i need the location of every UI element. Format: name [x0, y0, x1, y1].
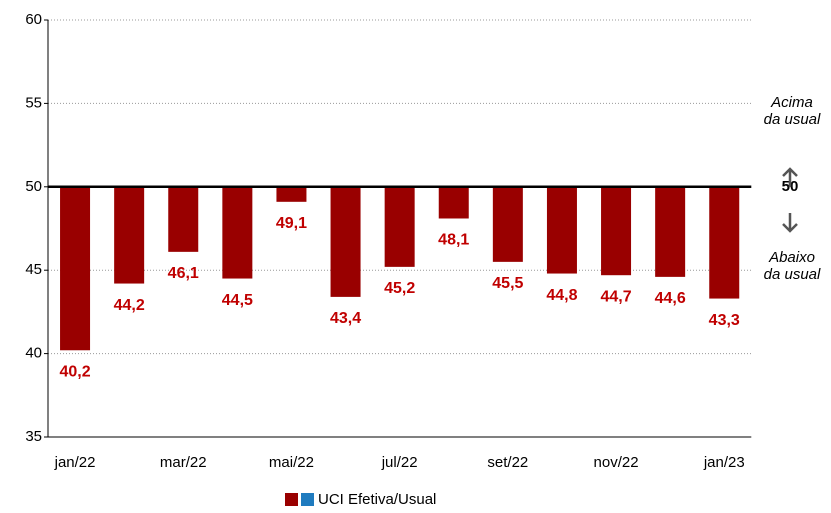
value-label: 48,1	[438, 232, 469, 249]
bar	[546, 186, 577, 274]
value-label: 40,2	[59, 363, 90, 380]
x-tick-label: jan/23	[703, 454, 745, 471]
value-label: 44,6	[655, 290, 686, 307]
x-tick-label: mai/22	[269, 454, 314, 471]
bar	[276, 186, 307, 202]
y-tick-label: 60	[25, 11, 42, 28]
arrow-down	[782, 213, 798, 233]
value-label: 43,4	[330, 310, 361, 327]
x-tick-label: set/22	[487, 454, 528, 471]
bar	[330, 186, 361, 297]
value-label: 45,5	[492, 275, 523, 292]
y-tick-label: 55	[25, 94, 42, 111]
arrow-up	[782, 167, 798, 187]
x-tick-label: mar/22	[160, 454, 207, 471]
bar	[168, 186, 199, 252]
value-label: 44,8	[546, 287, 577, 304]
value-label: 45,2	[384, 280, 415, 297]
y-tick-label: 40	[25, 345, 42, 362]
x-tick-label: jan/22	[54, 454, 96, 471]
bar	[438, 186, 469, 219]
value-label: 46,1	[168, 265, 199, 282]
value-label: 44,7	[600, 288, 631, 305]
annotation-below: da usual	[764, 266, 821, 283]
annotation-above: da usual	[764, 111, 821, 128]
annotation-above: Acima	[770, 94, 813, 111]
bar	[60, 186, 91, 351]
bar	[114, 186, 145, 284]
bar	[492, 186, 523, 262]
bar	[655, 186, 686, 277]
x-tick-label: nov/22	[594, 454, 639, 471]
y-tick-label: 45	[25, 261, 42, 278]
y-tick-label: 50	[25, 178, 42, 195]
bar	[709, 186, 740, 299]
value-label: 43,3	[709, 312, 740, 329]
value-label: 49,1	[276, 215, 307, 232]
value-label: 44,2	[114, 297, 145, 314]
legend-label: UCI Efetiva/Usual	[318, 491, 436, 508]
bar	[222, 186, 253, 279]
bar	[601, 186, 632, 276]
y-tick-label: 35	[25, 428, 42, 445]
bar	[384, 186, 415, 267]
annotation-below: Abaixo	[768, 249, 815, 266]
value-label: 44,5	[222, 292, 253, 309]
legend-swatch	[301, 493, 314, 506]
legend-swatch	[285, 493, 298, 506]
x-tick-label: jul/22	[381, 454, 418, 471]
